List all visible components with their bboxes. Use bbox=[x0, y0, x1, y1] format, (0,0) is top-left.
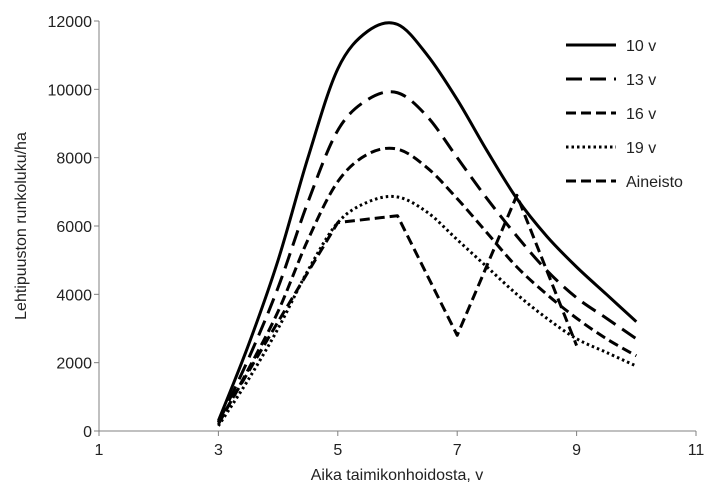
series-line-19-v bbox=[217, 194, 637, 427]
y-tick-label: 10000 bbox=[48, 82, 93, 99]
y-axis-title: Lehtipuuston runkoluku/ha bbox=[13, 132, 30, 320]
series-line-10-v bbox=[217, 21, 638, 422]
y-tick-label: 6000 bbox=[56, 219, 92, 236]
y-tick-label: 2000 bbox=[56, 356, 92, 373]
x-axis-title: Aika taimikonhoidosta, v bbox=[311, 467, 484, 484]
x-tick-label: 7 bbox=[453, 442, 462, 459]
y-tick-label: 4000 bbox=[56, 287, 92, 304]
legend-label-10-v: 10 v bbox=[626, 38, 656, 55]
axes: 1 3 5 7 9 11 0 2000 4000 6000 8000 10000 12000 bbox=[48, 14, 705, 459]
legend-label-16-v: 16 v bbox=[626, 106, 656, 123]
series-lines bbox=[217, 21, 638, 427]
y-tick-label: 12000 bbox=[48, 14, 93, 31]
x-tick-label: 3 bbox=[214, 442, 223, 459]
legend-label-19-v: 19 v bbox=[626, 140, 656, 157]
legend-label-aineisto: Aineisto bbox=[626, 174, 683, 191]
y-tick-label: 0 bbox=[83, 424, 92, 441]
series-line-aineisto bbox=[217, 193, 578, 424]
legend: 10 v 13 v 16 v 19 v Aineisto bbox=[566, 38, 683, 191]
x-tick-label: 1 bbox=[95, 442, 104, 459]
x-tick-label: 11 bbox=[688, 442, 705, 459]
series-line-13-v bbox=[217, 90, 638, 424]
x-tick-label: 9 bbox=[572, 442, 581, 459]
y-tick-label: 8000 bbox=[56, 151, 92, 168]
x-tick-label: 5 bbox=[333, 442, 342, 459]
series-line-16-v bbox=[217, 146, 638, 425]
legend-label-13-v: 13 v bbox=[626, 72, 656, 89]
